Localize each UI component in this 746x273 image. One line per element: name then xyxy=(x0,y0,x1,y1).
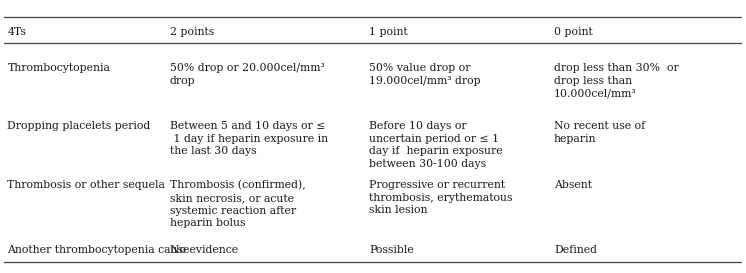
Text: drop less than 30%  or
drop less than
10.000cel/mm³: drop less than 30% or drop less than 10.… xyxy=(554,63,679,99)
Text: 50% drop or 20.000cel/mm³
drop: 50% drop or 20.000cel/mm³ drop xyxy=(170,63,325,86)
Text: No recent use of
heparin: No recent use of heparin xyxy=(554,121,645,144)
Text: 1 point: 1 point xyxy=(369,27,408,37)
Text: Another thrombocytopenia cause: Another thrombocytopenia cause xyxy=(7,245,189,255)
Text: Thrombosis or other sequela: Thrombosis or other sequela xyxy=(7,180,166,190)
Text: Thrombosis (confirmed),
skin necrosis, or acute
systemic reaction after
heparin : Thrombosis (confirmed), skin necrosis, o… xyxy=(170,180,306,229)
Text: Thrombocytopenia: Thrombocytopenia xyxy=(7,63,110,73)
Text: Progressive or recurrent
thrombosis, erythematous
skin lesion: Progressive or recurrent thrombosis, ery… xyxy=(369,180,513,215)
Text: Defined: Defined xyxy=(554,245,597,255)
Text: 2 points: 2 points xyxy=(170,27,214,37)
Text: Before 10 days or
uncertain period or ≤ 1
day if  heparin exposure
between 30-10: Before 10 days or uncertain period or ≤ … xyxy=(369,121,503,169)
Text: Between 5 and 10 days or ≤
 1 day if heparin exposure in
the last 30 days: Between 5 and 10 days or ≤ 1 day if hepa… xyxy=(170,121,328,156)
Text: 4Ts: 4Ts xyxy=(7,27,26,37)
Text: 0 point: 0 point xyxy=(554,27,592,37)
Text: 50% value drop or
19.000cel/mm³ drop: 50% value drop or 19.000cel/mm³ drop xyxy=(369,63,481,86)
Text: Absent: Absent xyxy=(554,180,592,190)
Text: No evidence: No evidence xyxy=(170,245,238,255)
Text: Dropping placelets period: Dropping placelets period xyxy=(7,121,151,131)
Text: Possible: Possible xyxy=(369,245,414,255)
